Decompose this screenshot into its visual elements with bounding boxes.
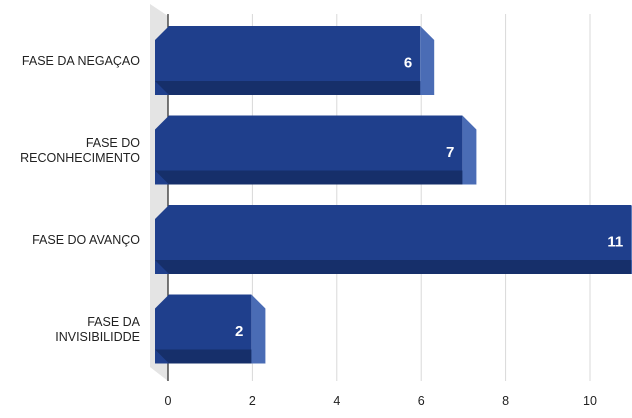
- bar-side-face: [420, 26, 435, 95]
- tick-label: 10: [583, 394, 597, 408]
- category-label: FASE DO RECONHECIMENTO: [20, 136, 140, 165]
- tick-label: 2: [249, 394, 256, 408]
- data-label: 11: [607, 233, 623, 250]
- bar-under-face: [155, 260, 632, 274]
- category-label: FASE DA INVISIBILIDDE: [55, 315, 140, 344]
- bar: [155, 26, 435, 95]
- tick-label: 0: [165, 394, 172, 408]
- data-label: 6: [404, 54, 412, 71]
- category-label: FASE DO AVANÇO: [32, 233, 140, 247]
- data-label: 2: [235, 323, 243, 340]
- tick-label: 4: [333, 394, 340, 408]
- bar: [155, 205, 632, 274]
- data-label: 7: [446, 144, 454, 161]
- bar-under-face: [155, 349, 266, 364]
- bar-under-face: [155, 170, 477, 185]
- tick-label: 8: [502, 394, 509, 408]
- bar-side-face: [251, 294, 266, 364]
- tick-label: 6: [418, 394, 425, 408]
- bar-top-face: [155, 294, 252, 309]
- bar-under-face: [155, 81, 435, 95]
- bar: [155, 115, 477, 185]
- bar-top-face: [155, 26, 421, 40]
- chart-floor: [150, 4, 168, 381]
- bar-top-face: [155, 115, 463, 130]
- bar-side-face: [462, 115, 477, 185]
- category-label: FASE DA NEGAÇAO: [22, 54, 140, 68]
- bar: [155, 294, 266, 364]
- bar-top-face: [155, 205, 632, 219]
